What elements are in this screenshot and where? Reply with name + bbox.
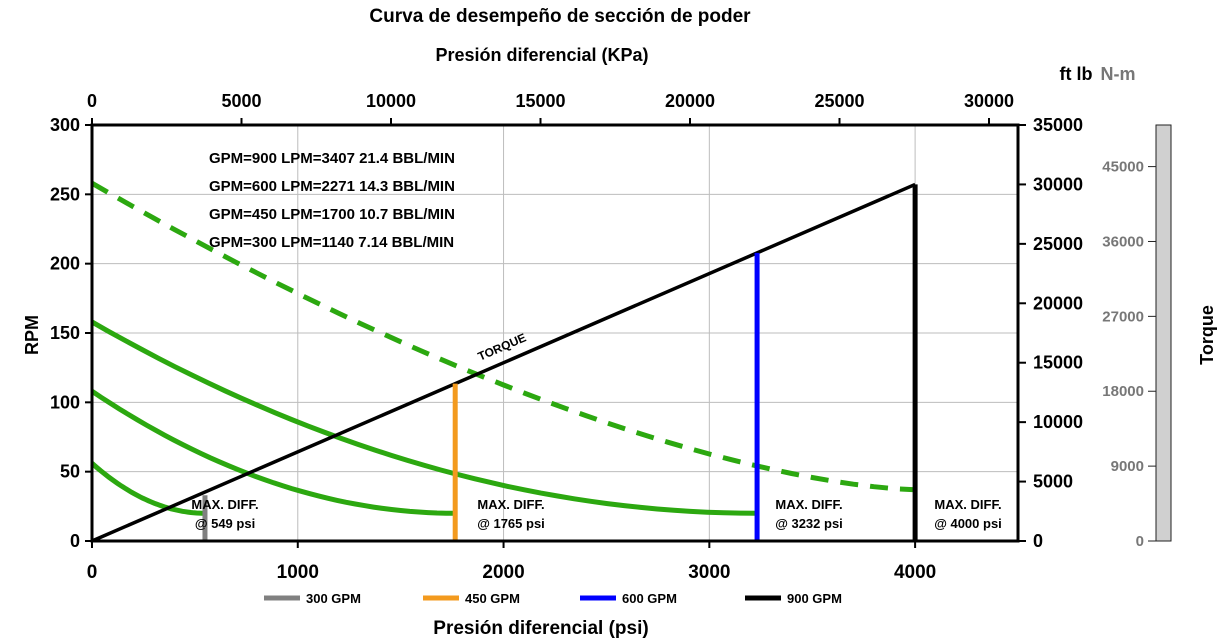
y3-tick-label: 18000 <box>1102 383 1144 400</box>
x-tick-label: 0 <box>87 562 98 583</box>
max-diff-annotations: MAX. DIFF. @ 549 psi MAX. DIFF. @ 1765 psi M… <box>191 497 1001 531</box>
legend: 300 GPM 450 GPM 600 GPM 900 GPM <box>264 591 842 606</box>
rpm-curve-450-gpm <box>90 389 456 516</box>
max-diff-lines <box>202 184 918 541</box>
y2-tick-label: 10000 <box>1033 412 1083 432</box>
y-tick-label: 300 <box>50 115 80 135</box>
max-diff-psi-label: @ 4000 psi <box>934 516 1002 531</box>
rpm-curve-900-gpm <box>90 181 916 493</box>
y3-tick-label: 9000 <box>1111 458 1144 475</box>
y2-tick-label: 30000 <box>1033 174 1083 194</box>
y2-tick-label: 15000 <box>1033 353 1083 373</box>
max-diff-label: MAX. DIFF. <box>191 497 258 512</box>
nm-axis-bar <box>1155 124 1172 542</box>
x-top-tick-label: 5000 <box>221 91 261 111</box>
y2-unit-label: ft lb <box>1060 64 1093 84</box>
x-top-tick-label: 15000 <box>515 91 565 111</box>
legend-label: 600 GPM <box>622 591 677 606</box>
x-top-tick-label: 30000 <box>964 91 1014 111</box>
x-tick-label: 1000 <box>277 562 319 583</box>
y2-tick-label: 35000 <box>1033 115 1083 135</box>
y-tick-label: 100 <box>50 392 80 412</box>
torque-line <box>91 182 916 543</box>
y2-tick-label: 0 <box>1033 531 1043 551</box>
y2-tick-label: 25000 <box>1033 234 1083 254</box>
rpm-curve-600-gpm <box>90 319 758 516</box>
chart-title: Curva de desempeño de sección de poder <box>369 6 751 27</box>
y2-tick-label: 5000 <box>1033 472 1073 492</box>
torque-label: TORQUE <box>476 330 528 363</box>
max-diff-psi-label: @ 1765 psi <box>477 516 545 531</box>
flow-info-line: GPM=900 LPM=3407 21.4 BBL/MIN <box>209 150 455 167</box>
x-top-axis-label: Presión diferencial (KPa) <box>435 45 648 65</box>
y-tick-label: 50 <box>60 462 80 482</box>
y2-tick-label: 20000 <box>1033 293 1083 313</box>
rpm-curve-300-gpm <box>90 461 206 516</box>
y-tick-label: 200 <box>50 254 80 274</box>
max-diff-label: MAX. DIFF. <box>477 497 544 512</box>
flow-info-line: GPM=600 LPM=2271 14.3 BBL/MIN <box>209 178 455 195</box>
flow-info-line: GPM=300 LPM=1140 7.14 BBL/MIN <box>209 234 454 251</box>
y-tick-label: 150 <box>50 323 80 343</box>
nm-torque-axis: 0 9000 18000 27000 36000 45000 <box>1102 124 1172 550</box>
x-tick-label: 3000 <box>688 562 730 583</box>
legend-label: 300 GPM <box>306 591 361 606</box>
x-tick-label: 4000 <box>894 562 936 583</box>
y3-tick-label: 36000 <box>1102 233 1144 250</box>
y-tick-label: 0 <box>70 531 80 551</box>
x-top-tick-label: 25000 <box>814 91 864 111</box>
x-axis-label: Presión diferencial (psi) <box>433 618 648 639</box>
y3-tick-label: 0 <box>1136 533 1144 550</box>
x-top-tick-label: 10000 <box>366 91 416 111</box>
y3-tick-label: 45000 <box>1102 159 1144 176</box>
max-diff-label: MAX. DIFF. <box>775 497 842 512</box>
max-diff-psi-label: @ 3232 psi <box>775 516 843 531</box>
y3-unit-label: N-m <box>1101 64 1136 84</box>
legend-label: 900 GPM <box>787 591 842 606</box>
y3-tick-label: 27000 <box>1102 308 1144 325</box>
x-tick-label: 2000 <box>482 562 524 583</box>
flow-info-line: GPM=450 LPM=1700 10.7 BBL/MIN <box>209 206 455 223</box>
max-diff-label: MAX. DIFF. <box>934 497 1001 512</box>
x-top-tick-label: 0 <box>87 91 97 111</box>
rpm-curves <box>90 181 916 516</box>
y3-axis-title: Torque <box>1197 305 1217 365</box>
flow-info: GPM=900 LPM=3407 21.4 BBL/MIN GPM=600 LPM… <box>209 150 455 251</box>
x-top-tick-label: 20000 <box>665 91 715 111</box>
legend-label: 450 GPM <box>465 591 520 606</box>
y-axis-label: RPM <box>22 315 42 355</box>
max-diff-psi-label: @ 549 psi <box>195 516 255 531</box>
y-tick-label: 250 <box>50 184 80 204</box>
